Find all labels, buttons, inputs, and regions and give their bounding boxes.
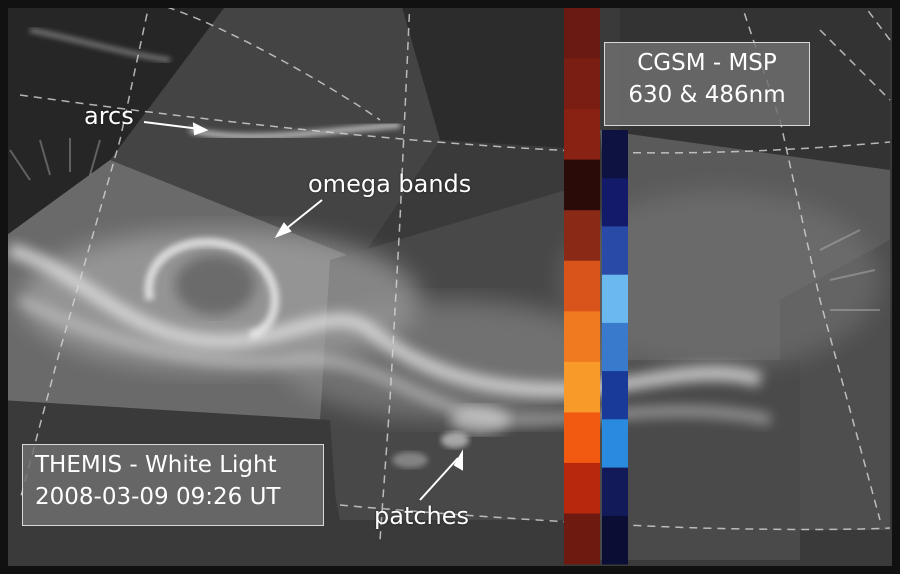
msp-630nm-band-10 xyxy=(564,462,600,514)
msp-630nm-band-11 xyxy=(564,513,600,565)
patches-arrowhead xyxy=(453,449,463,471)
auroral-patch-2 xyxy=(441,432,469,448)
arcs-arrow xyxy=(143,121,201,130)
msp-630nm-band-7 xyxy=(564,311,600,363)
auroral-arc-2 xyxy=(29,28,171,62)
msp-630nm-band-3 xyxy=(564,109,600,161)
diffuse-aurora-east xyxy=(560,190,880,370)
msp-486nm-band-4 xyxy=(602,274,628,324)
themis-instrument-label: THEMIS - White Light xyxy=(35,452,277,478)
msp-630nm-band-4 xyxy=(564,159,600,211)
msp-630nm-band-1 xyxy=(564,8,600,59)
msp-630nm-band-6 xyxy=(564,260,600,312)
msp-630nm-bar xyxy=(564,8,600,565)
auroral-arc-1 xyxy=(189,122,401,139)
patches-annotation: patches xyxy=(374,502,470,530)
omega-bands-annotation: omega bands xyxy=(308,170,472,198)
omega-band-loop xyxy=(144,237,280,340)
msp-630nm-band-8 xyxy=(564,361,600,413)
msp-486nm-band-7 xyxy=(602,419,628,468)
msp-instrument-label: CGSM - MSP xyxy=(637,50,777,76)
camera-tile-ne-dark xyxy=(400,0,600,150)
arcs-annotation: arcs xyxy=(84,102,134,130)
msp-486nm-band-9 xyxy=(602,515,628,565)
imager-edge-streaks xyxy=(9,138,880,311)
msp-486nm-band-5 xyxy=(602,322,628,372)
omega-band-dark-core xyxy=(175,255,255,315)
msp-630nm-band-9 xyxy=(564,412,600,464)
patches-arrow xyxy=(419,457,459,501)
camera-tile-nw xyxy=(0,0,230,240)
msp-486nm-bar xyxy=(602,130,628,565)
auroral-patch-1 xyxy=(450,406,510,434)
omega-bands-arrowhead xyxy=(274,222,292,238)
msp-630nm-band-2 xyxy=(564,58,600,110)
msp-info-box: CGSM - MSP 630 & 486nm xyxy=(604,42,810,126)
arcs-arrowhead xyxy=(192,122,209,136)
themis-info-box: THEMIS - White Light 2008-03-09 09:26 UT xyxy=(22,444,324,526)
msp-wavelengths: 630 & 486nm xyxy=(628,82,786,108)
annotation-arrows xyxy=(143,121,463,501)
msp-630nm-band-5 xyxy=(564,210,600,262)
omega-bands-arrow xyxy=(281,199,323,233)
msp-486nm-band-8 xyxy=(602,467,628,517)
msp-486nm-band-1 xyxy=(602,130,628,179)
themis-timestamp: 2008-03-09 09:26 UT xyxy=(35,484,281,510)
auroral-patch-3 xyxy=(392,452,428,468)
auroral-band-lower xyxy=(17,295,772,426)
msp-486nm-band-3 xyxy=(602,226,628,276)
msp-486nm-band-6 xyxy=(602,371,628,420)
msp-486nm-band-2 xyxy=(602,178,628,227)
